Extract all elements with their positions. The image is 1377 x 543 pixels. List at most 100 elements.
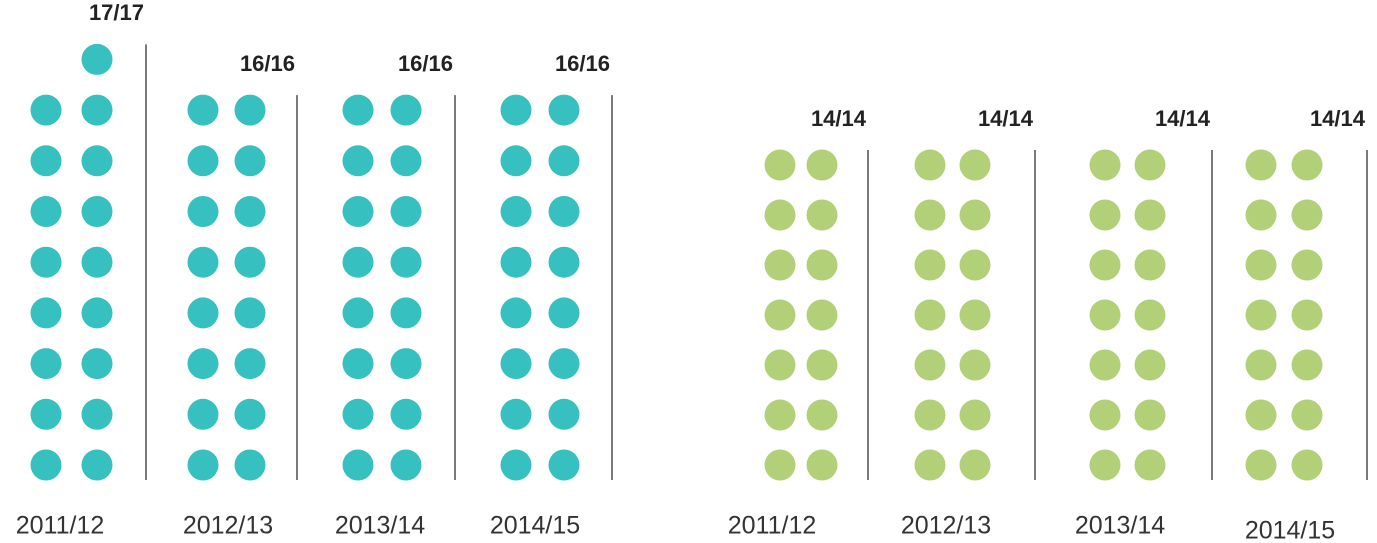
dot [1245, 249, 1277, 281]
dot [390, 94, 422, 126]
dot [390, 246, 422, 278]
category-label: 2013/14 [1075, 512, 1165, 540]
dot [1245, 149, 1277, 181]
dot [806, 199, 838, 231]
dot [187, 246, 219, 278]
dot [1089, 349, 1121, 381]
dot [342, 94, 374, 126]
dot [234, 398, 266, 430]
dot [342, 398, 374, 430]
dot [959, 349, 991, 381]
dot [959, 449, 991, 481]
category-label: 2011/12 [16, 512, 105, 540]
category-label: 2012/13 [183, 512, 273, 540]
dot [1089, 249, 1121, 281]
dot [548, 246, 580, 278]
dot [81, 297, 113, 329]
dot [806, 149, 838, 181]
dot [500, 449, 532, 481]
dot [806, 249, 838, 281]
dot [914, 199, 946, 231]
dot [764, 349, 796, 381]
dot [187, 398, 219, 430]
value-label: 17/17 [89, 0, 144, 25]
dot [81, 43, 113, 75]
dot [1245, 449, 1277, 481]
dot [764, 249, 796, 281]
dot [30, 196, 62, 227]
dot [390, 145, 422, 177]
dot [959, 299, 991, 331]
dot [500, 297, 532, 329]
dot [81, 246, 113, 278]
dot [959, 199, 991, 231]
value-label: 14/14 [811, 106, 867, 131]
dot [500, 196, 532, 227]
dot [187, 348, 219, 380]
dot [548, 297, 580, 329]
dot [30, 398, 62, 430]
dot [959, 249, 991, 281]
dot [81, 398, 113, 430]
dot [390, 196, 422, 227]
dot [914, 149, 946, 181]
dot [500, 348, 532, 380]
dot [187, 449, 219, 481]
dot [1291, 449, 1323, 481]
dot [959, 149, 991, 181]
dot [1245, 299, 1277, 331]
dot [342, 196, 374, 227]
dot [500, 145, 532, 177]
dot [764, 449, 796, 481]
dot [1134, 249, 1166, 281]
dot [30, 94, 62, 126]
dot [1291, 149, 1323, 181]
dot [1089, 399, 1121, 431]
dot [81, 145, 113, 177]
dot [30, 449, 62, 481]
value-label: 16/16 [240, 51, 295, 76]
dot [914, 449, 946, 481]
dot [390, 348, 422, 380]
dot [1089, 299, 1121, 331]
dot [548, 196, 580, 227]
value-label: 16/16 [555, 51, 610, 76]
dot [914, 249, 946, 281]
dot [914, 399, 946, 431]
dot [1089, 449, 1121, 481]
dot [187, 145, 219, 177]
category-label: 2014/15 [1245, 517, 1335, 543]
category-label: 2011/12 [728, 512, 817, 540]
dot [234, 348, 266, 380]
dot [764, 299, 796, 331]
dot [81, 196, 113, 227]
dot [806, 399, 838, 431]
dot [548, 398, 580, 430]
dot [548, 449, 580, 481]
dot [187, 297, 219, 329]
dot [1291, 349, 1323, 381]
dot [30, 246, 62, 278]
value-label: 14/14 [978, 106, 1034, 131]
category-label: 2012/13 [901, 512, 991, 540]
dot [500, 94, 532, 126]
dot [342, 145, 374, 177]
dot [1291, 399, 1323, 431]
value-label: 14/14 [1310, 106, 1366, 131]
dot [342, 449, 374, 481]
dot [1134, 199, 1166, 231]
dot [234, 297, 266, 329]
dot [342, 246, 374, 278]
dot [959, 399, 991, 431]
dot [1245, 349, 1277, 381]
category-label: 2014/15 [490, 512, 580, 540]
dot [234, 145, 266, 177]
dot [806, 299, 838, 331]
dot [1134, 149, 1166, 181]
dot [806, 349, 838, 381]
dot [500, 398, 532, 430]
dot [234, 196, 266, 227]
dot [548, 145, 580, 177]
dot [764, 199, 796, 231]
dot [390, 449, 422, 481]
